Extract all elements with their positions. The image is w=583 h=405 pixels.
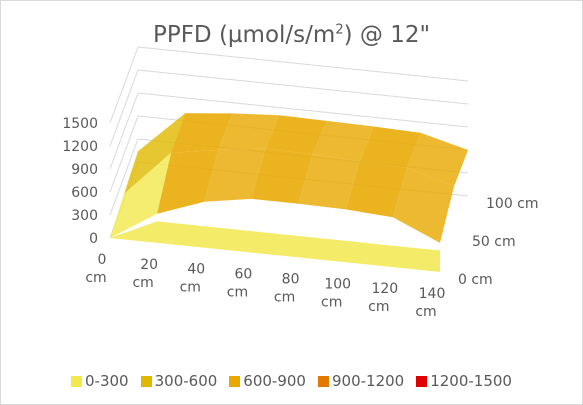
y-axis-labels: 0 cm 50 cm 100 cm — [458, 196, 539, 288]
z-tick-label: 1200 — [62, 139, 98, 155]
gridline-left-5 — [109, 46, 139, 124]
gridline-back-5 — [137, 46, 469, 82]
surface-patch — [157, 149, 219, 214]
legend-swatch — [229, 375, 241, 387]
surface-patch — [406, 132, 468, 187]
surface-patch — [359, 126, 421, 168]
x-tick-label: 120 cm — [368, 281, 398, 315]
surface-patch — [204, 148, 266, 202]
gridline-left-1 — [109, 138, 139, 216]
chart-title: PPFD (µmol/s/m2) @ 12" — [0, 22, 583, 48]
title-tail-text: ) @ 12" — [343, 22, 431, 48]
x-tick-label: 20 cm — [132, 257, 158, 291]
x-tick-label: 0 cm — [85, 252, 106, 286]
legend-item-2: 600-900 — [229, 372, 306, 390]
y-tick-label: 50 cm — [472, 234, 516, 250]
surface-patch — [392, 167, 454, 243]
title-superscript: 2 — [335, 22, 344, 38]
legend: 0-300 300-600 600-900 900-1200 1200-1500 — [0, 372, 583, 390]
z-tick-label: 600 — [71, 185, 98, 201]
legend-swatch — [71, 375, 83, 387]
x-tick-label: 140 cm — [415, 286, 445, 320]
surface-patch — [218, 113, 280, 150]
x-tick-label: 40 cm — [180, 262, 206, 296]
surface-front-edge — [110, 221, 440, 272]
z-tick-label: 0 — [89, 231, 98, 247]
gridline-left-3 — [109, 92, 139, 170]
surface-patch — [312, 120, 374, 162]
legend-item-4: 1200-1500 — [416, 372, 512, 390]
legend-swatch — [317, 375, 329, 387]
surface-patch — [265, 115, 327, 155]
legend-swatch — [416, 375, 428, 387]
surface-patch — [124, 113, 186, 194]
surface-patch — [110, 152, 172, 238]
gridline-back-3 — [137, 92, 469, 128]
z-tick-label: 1500 — [62, 116, 98, 132]
y-tick-label: 100 cm — [486, 196, 539, 212]
z-axis-labels: 0 300 600 900 1200 1500 — [62, 116, 98, 247]
z-tick-label: 900 — [71, 162, 98, 178]
legend-label: 0-300 — [85, 372, 129, 390]
x-tick-label: 80 cm — [274, 271, 300, 305]
y-tick-label: 0 cm — [458, 272, 493, 288]
surface-mesh — [110, 113, 468, 272]
legend-swatch — [140, 375, 152, 387]
legend-label: 1200-1500 — [430, 372, 512, 390]
legend-label: 300-600 — [154, 372, 218, 390]
surface-patch — [298, 154, 360, 210]
legend-label: 900-1200 — [331, 372, 405, 390]
legend-item-0: 0-300 — [71, 372, 129, 390]
legend-item-3: 900-1200 — [317, 372, 405, 390]
x-axis-labels: 0 cm 20 cm 40 cm 60 cm 80 cm 100 cm 120 cm 140 cm — [85, 252, 445, 320]
gridline-back-4 — [137, 69, 469, 105]
surface-patch — [171, 113, 233, 153]
legend-item-1: 300-600 — [140, 372, 218, 390]
x-tick-label: 100 cm — [321, 276, 351, 310]
gridline-left-2 — [109, 115, 139, 193]
gridline-left-4 — [109, 69, 139, 147]
x-tick-label: 60 cm — [227, 267, 253, 301]
title-main-text: PPFD (µmol/s/m — [152, 22, 336, 48]
z-tick-label: 300 — [71, 208, 98, 224]
surface-patch — [345, 161, 407, 218]
surface-patch — [251, 148, 313, 204]
legend-label: 600-900 — [243, 372, 306, 390]
